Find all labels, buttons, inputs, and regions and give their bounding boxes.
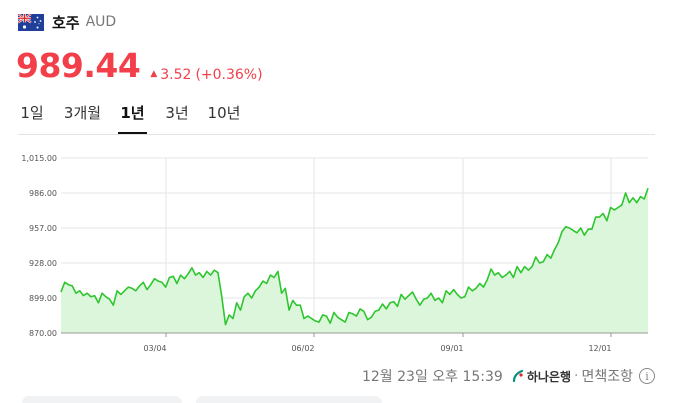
tab-1y[interactable]: 1년 <box>118 96 147 134</box>
y-tick-label: 957.00 <box>29 224 57 233</box>
update-timestamp: 12월 23일 오후 15:39 <box>361 369 503 385</box>
price-row: 989.44 ▲ 3.52 (+0.36%) <box>16 44 263 88</box>
source-name: 하나은행 <box>526 369 572 384</box>
y-tick-label: 870.00 <box>29 329 57 338</box>
exchange-rate-chart[interactable]: 1,015.00 986.00 957.00 928.00 899.00 870.00 03… <box>0 140 673 360</box>
info-icon[interactable]: i <box>639 368 655 384</box>
currency-name: 호주 <box>52 13 80 32</box>
tab-1d[interactable]: 1일 <box>20 104 44 122</box>
tab-3y[interactable]: 3년 <box>165 104 189 122</box>
y-tick-label: 1,015.00 <box>21 154 57 163</box>
x-tick-label: 09/01 <box>440 344 463 353</box>
disclaimer-link[interactable]: 면책조항 <box>581 369 633 385</box>
hana-logo-icon <box>512 369 523 383</box>
tab-10y[interactable]: 10년 <box>207 104 241 122</box>
y-tick-label: 899.00 <box>29 294 57 303</box>
y-tick-label: 928.00 <box>29 259 57 268</box>
current-rate: 989.44 <box>16 46 141 85</box>
chart-area-fill <box>61 188 648 333</box>
separator: · <box>574 368 579 384</box>
australia-flag-icon <box>18 13 44 31</box>
chart-series-line <box>60 187 649 326</box>
change-amount: 3.52 <box>160 67 192 83</box>
chart-footer: 12월 23일 오후 15:39 하나은행 · 면책조항 i <box>362 366 655 386</box>
rate-change: ▲ 3.52 (+0.36%) <box>150 67 262 83</box>
currency-code: AUD <box>85 14 117 30</box>
tabs-divider <box>18 134 655 135</box>
x-tick-label: 06/02 <box>291 344 314 353</box>
bottom-card[interactable] <box>22 396 182 403</box>
x-tick-label: 03/04 <box>143 344 166 353</box>
x-tick-label: 12/01 <box>588 344 611 353</box>
up-arrow-icon: ▲ <box>150 69 158 79</box>
change-percent: (+0.36%) <box>195 67 263 83</box>
y-tick-label: 986.00 <box>29 189 57 198</box>
tab-3m[interactable]: 3개월 <box>63 104 102 122</box>
hana-bank-logo: 하나은행 <box>511 368 571 385</box>
currency-header: 호주 AUD <box>18 11 116 33</box>
bottom-card[interactable] <box>196 396 382 403</box>
